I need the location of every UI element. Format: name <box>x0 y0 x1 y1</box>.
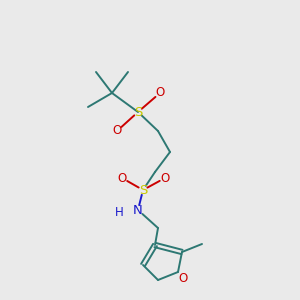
Text: O: O <box>155 86 165 100</box>
Text: O: O <box>117 172 127 184</box>
Text: O: O <box>178 272 188 286</box>
Text: S: S <box>134 106 142 118</box>
Text: H: H <box>115 206 124 218</box>
Text: N: N <box>133 203 143 217</box>
Text: O: O <box>160 172 169 184</box>
Text: S: S <box>139 184 147 196</box>
Text: O: O <box>112 124 122 137</box>
